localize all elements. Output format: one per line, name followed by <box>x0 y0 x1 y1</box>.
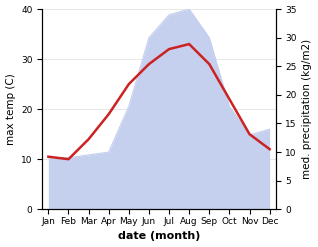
X-axis label: date (month): date (month) <box>118 231 200 242</box>
Y-axis label: max temp (C): max temp (C) <box>5 73 16 145</box>
Y-axis label: med. precipitation (kg/m2): med. precipitation (kg/m2) <box>302 39 313 179</box>
